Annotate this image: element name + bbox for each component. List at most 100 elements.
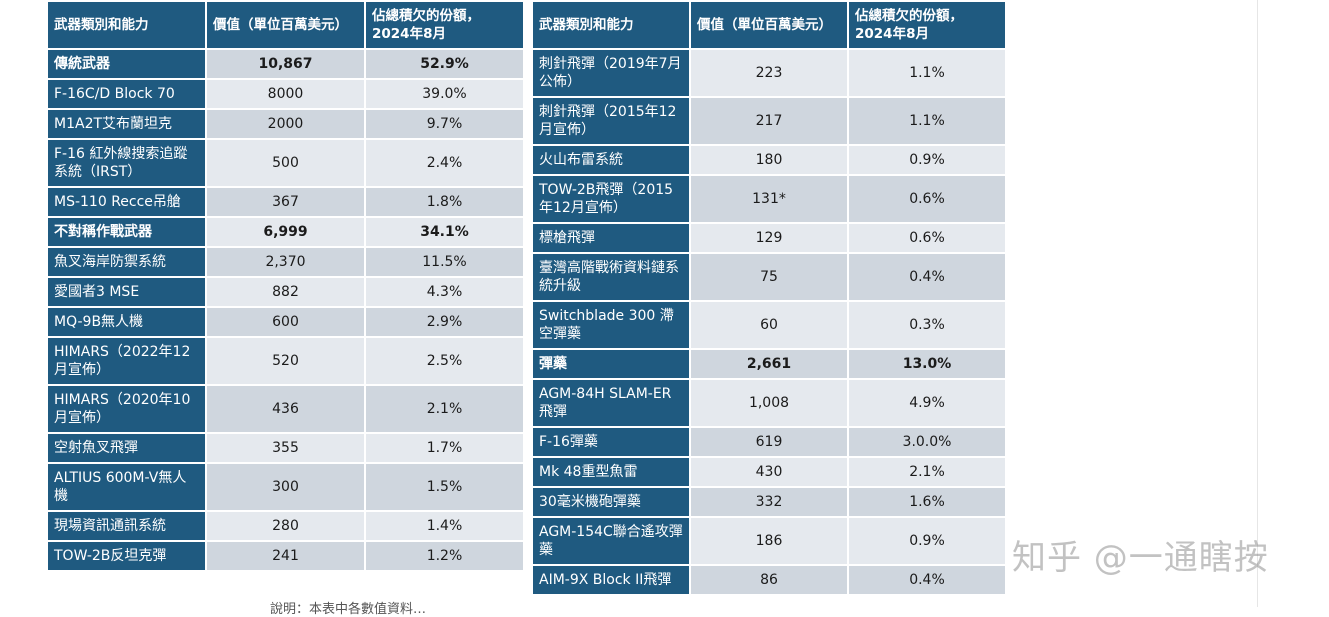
header-value: 價值（單位百萬美元） [207, 2, 366, 48]
row-share: 11.5% [366, 248, 525, 276]
row-share: 4.3% [366, 278, 525, 306]
table-header-row: 武器類別和能力 價值（單位百萬美元） 佔總積欠的份額，2024年8月 [533, 2, 1007, 48]
table-row: F-16C/D Block 70 8000 39.0% [48, 80, 525, 108]
row-name: 傳統武器 [48, 50, 207, 78]
row-share: 0.9% [849, 518, 1007, 564]
zhihu-watermark: 知乎 @一通瞎按 [1012, 538, 1269, 578]
table-row: MQ-9B無人機 600 2.9% [48, 308, 525, 336]
header-category: 武器類別和能力 [48, 2, 207, 48]
row-name: HIMARS（2022年12月宣佈） [48, 338, 207, 384]
row-name: F-16彈藥 [533, 428, 691, 456]
footer-note: 說明：本表中各數值資料… [270, 602, 427, 617]
row-share: 9.7% [366, 110, 525, 138]
row-name: 30毫米機砲彈藥 [533, 488, 691, 516]
row-name: AIM-9X Block II飛彈 [533, 566, 691, 594]
table-row: 愛國者3 MSE 882 4.3% [48, 278, 525, 306]
row-name: 現場資訊通訊系統 [48, 512, 207, 540]
row-value: 75 [691, 254, 849, 300]
row-value: 217 [691, 98, 849, 144]
row-share: 1.5% [366, 464, 525, 510]
table-row: 現場資訊通訊系統 280 1.4% [48, 512, 525, 540]
row-share: 2.4% [366, 140, 525, 186]
row-value: 520 [207, 338, 366, 384]
table-row: 標槍飛彈 129 0.6% [533, 224, 1007, 252]
row-share: 0.6% [849, 176, 1007, 222]
header-value: 價值（單位百萬美元） [691, 2, 849, 48]
row-name: AGM-154C聯合遙攻彈藥 [533, 518, 691, 564]
table-row: 傳統武器 10,867 52.9% [48, 50, 525, 78]
row-value: 436 [207, 386, 366, 432]
row-share: 1.6% [849, 488, 1007, 516]
row-share: 2.5% [366, 338, 525, 384]
row-name: 刺針飛彈（2019年7月公佈） [533, 50, 691, 96]
row-value: 367 [207, 188, 366, 216]
table-row: AIM-9X Block II飛彈 86 0.4% [533, 566, 1007, 594]
row-value: 355 [207, 434, 366, 462]
row-share: 3.0.0% [849, 428, 1007, 456]
row-value: 2000 [207, 110, 366, 138]
table-row: 刺針飛彈（2019年7月公佈） 223 1.1% [533, 50, 1007, 96]
row-name: 不對稱作戰武器 [48, 218, 207, 246]
row-share: 0.4% [849, 254, 1007, 300]
row-share: 52.9% [366, 50, 525, 78]
row-share: 0.6% [849, 224, 1007, 252]
row-name: MQ-9B無人機 [48, 308, 207, 336]
header-category: 武器類別和能力 [533, 2, 691, 48]
row-name: TOW-2B飛彈（2015年12月宣佈） [533, 176, 691, 222]
row-name: 愛國者3 MSE [48, 278, 207, 306]
row-value: 86 [691, 566, 849, 594]
row-value: 500 [207, 140, 366, 186]
table-row: M1A2T艾布蘭坦克 2000 9.7% [48, 110, 525, 138]
table-row: 空射魚叉飛彈 355 1.7% [48, 434, 525, 462]
row-share: 1.4% [366, 512, 525, 540]
table-row: MS-110 Recce吊艙 367 1.8% [48, 188, 525, 216]
row-value: 186 [691, 518, 849, 564]
row-share: 0.9% [849, 146, 1007, 174]
row-share: 1.7% [366, 434, 525, 462]
table-row: 火山布雷系統 180 0.9% [533, 146, 1007, 174]
row-name: F-16C/D Block 70 [48, 80, 207, 108]
row-value: 882 [207, 278, 366, 306]
row-name: 空射魚叉飛彈 [48, 434, 207, 462]
row-name: Switchblade 300 滯空彈藥 [533, 302, 691, 348]
row-value: 10,867 [207, 50, 366, 78]
row-name: 臺灣高階戰術資料鏈系統升級 [533, 254, 691, 300]
row-value: 131* [691, 176, 849, 222]
row-name: MS-110 Recce吊艙 [48, 188, 207, 216]
row-share: 2.1% [849, 458, 1007, 486]
table-row: 刺針飛彈（2015年12月宣佈） 217 1.1% [533, 98, 1007, 144]
header-share: 佔總積欠的份額，2024年8月 [849, 2, 1007, 48]
row-name: F-16 紅外線搜索追蹤系統（IRST） [48, 140, 207, 186]
table-header-row: 武器類別和能力 價值（單位百萬美元） 佔總積欠的份額，2024年8月 [48, 2, 525, 48]
row-share: 13.0% [849, 350, 1007, 378]
table-row: 彈藥 2,661 13.0% [533, 350, 1007, 378]
row-value: 600 [207, 308, 366, 336]
row-share: 1.8% [366, 188, 525, 216]
table-row: TOW-2B反坦克彈 241 1.2% [48, 542, 525, 570]
row-name: Mk 48重型魚雷 [533, 458, 691, 486]
row-share: 39.0% [366, 80, 525, 108]
row-value: 300 [207, 464, 366, 510]
row-name: HIMARS（2020年10月宣佈） [48, 386, 207, 432]
row-share: 4.9% [849, 380, 1007, 426]
table-row: AGM-84H SLAM-ER飛彈 1,008 4.9% [533, 380, 1007, 426]
table-row: AGM-154C聯合遙攻彈藥 186 0.9% [533, 518, 1007, 564]
row-value: 223 [691, 50, 849, 96]
row-value: 129 [691, 224, 849, 252]
row-value: 2,661 [691, 350, 849, 378]
row-share: 2.1% [366, 386, 525, 432]
row-value: 8000 [207, 80, 366, 108]
row-value: 241 [207, 542, 366, 570]
row-name: M1A2T艾布蘭坦克 [48, 110, 207, 138]
table-row: TOW-2B飛彈（2015年12月宣佈） 131* 0.6% [533, 176, 1007, 222]
table-row: ALTIUS 600M-V無人機 300 1.5% [48, 464, 525, 510]
row-name: 標槍飛彈 [533, 224, 691, 252]
row-name: 刺針飛彈（2015年12月宣佈） [533, 98, 691, 144]
row-value: 280 [207, 512, 366, 540]
row-share: 0.4% [849, 566, 1007, 594]
row-share: 34.1% [366, 218, 525, 246]
table-row: 30毫米機砲彈藥 332 1.6% [533, 488, 1007, 516]
row-share: 1.2% [366, 542, 525, 570]
arms-backlog-table-left: 武器類別和能力 價值（單位百萬美元） 佔總積欠的份額，2024年8月 傳統武器 … [48, 0, 525, 572]
row-name: 魚叉海岸防禦系統 [48, 248, 207, 276]
